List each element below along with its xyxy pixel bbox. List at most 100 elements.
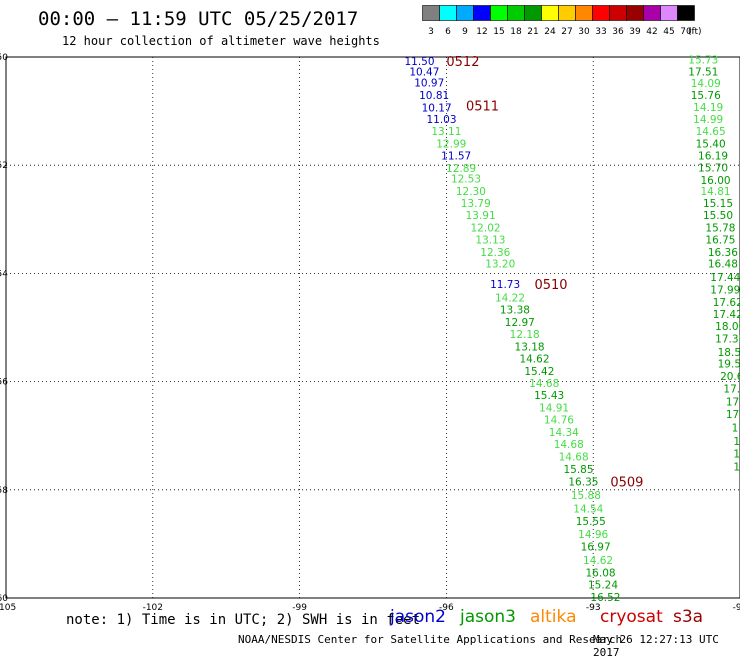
x-tick-label: -99: [292, 603, 307, 612]
track-a-swh-value: 14.68: [529, 378, 559, 390]
scale-tick-label: 24: [544, 27, 556, 37]
track-a-swh-value: 12.97: [505, 317, 535, 329]
x-tick-label: -90: [733, 603, 740, 612]
track-a-swh-value: 14.68: [554, 439, 584, 451]
track-b-swh-value: 19.54: [718, 359, 740, 371]
track-a-swh-value: 16.35: [568, 477, 598, 489]
color-scale-legend: 3 6 9 12 15 18 21 24 27 30 33 36 39 42 45 70(ft): [422, 5, 702, 37]
track-b-swh-value: 16.48: [708, 259, 738, 271]
track-a-swh-value: 15.24: [588, 579, 618, 591]
track-a-swh-value: 10.47: [409, 67, 439, 79]
track-b-swh-value: 16.00: [701, 175, 731, 187]
scale-tick-label: 27: [561, 27, 572, 37]
track-a-swh-value: 12.18: [510, 329, 540, 341]
y-tick-label: -50: [0, 53, 8, 63]
y-tick-label: -54: [0, 269, 8, 279]
track-b-swh-value: 14.65: [696, 126, 726, 138]
track-a-swh-value: 15.43: [534, 390, 564, 402]
scale-tick-label: 15: [493, 27, 504, 37]
x-tick-label: -96: [439, 603, 454, 612]
track-b-swh-value: 15.40: [696, 139, 726, 151]
time-label: 0510: [534, 278, 567, 293]
scale-tick-label: 33: [595, 27, 606, 37]
track-a-swh-value: 14.62: [519, 353, 549, 365]
track-b-swh-value: 15.70: [698, 162, 728, 174]
x-tick-label: -102: [143, 603, 163, 612]
y-tick-label: -60: [0, 594, 8, 604]
track-a-swh-value: 11.73: [490, 279, 520, 291]
track-b-swh-value: 17.99: [710, 285, 740, 297]
footer-credit: NOAA/NESDIS Center for Satellite Applica…: [238, 633, 623, 646]
track-b-swh-value: 15.50: [703, 210, 733, 222]
wave-height-plot: -105 -102 -99 -96 -93 -90 -50 -52 -54 -56 -58 -60 11…: [0, 53, 740, 612]
legend-cryosat: cryosat: [600, 607, 663, 627]
track-a-swh-value: 14.22: [495, 293, 525, 305]
track-a-swh-value: 16.97: [581, 542, 611, 554]
track-b-swh-value: 15.76: [691, 90, 721, 102]
scale-tick-label: 36: [612, 27, 624, 37]
scale-tick-label: 12: [476, 27, 487, 37]
track-a-swh-value: 12.99: [436, 139, 466, 151]
track-a-swh-value: 16.52: [590, 592, 620, 604]
scale-unit: (ft): [688, 27, 702, 37]
track-b-swh-value: 16: [733, 436, 740, 448]
track-b-swh-value: 15.15: [703, 198, 733, 210]
scale-tick-label: 30: [578, 27, 590, 37]
track-a-swh-value: 16.08: [586, 568, 616, 580]
track-b-swh-value: 19: [733, 462, 740, 474]
scale-swatch: [677, 5, 695, 21]
track-a-swh-value: 15.42: [524, 366, 554, 378]
y-tick-label: -56: [0, 378, 8, 388]
track-b-swh-value: 14.09: [691, 78, 721, 90]
time-label: 0511: [466, 100, 499, 115]
track-a-swh-value: 10.97: [414, 77, 444, 89]
track-a-swh-value: 12.30: [456, 186, 486, 198]
track-a-swh-value: 14.91: [539, 403, 569, 415]
scale-tick-label: 42: [646, 27, 657, 37]
track-a-swh-value: 12.53: [451, 174, 481, 186]
legend-jason3: jason3: [460, 607, 516, 627]
track-b-swh-value: 15.78: [705, 222, 735, 234]
track-a-swh-value: 13.38: [500, 305, 530, 317]
track-a-swh-value: 13.18: [515, 341, 545, 353]
track-b-swh-value: 20.63: [720, 371, 740, 383]
note-text: note: 1) Time is in UTC; 2) SWH is in fe…: [66, 612, 421, 628]
track-b-swh-value: 17.: [732, 423, 740, 435]
track-b-swh-value: 17.42: [713, 309, 740, 321]
track-a-swh-value: 11.50: [404, 56, 434, 68]
scale-tick-label: 45: [663, 27, 674, 37]
footer-timestamp: May 26 12:27:13 UTC 2017: [593, 633, 719, 659]
track-a-swh-value: 14.76: [544, 414, 574, 426]
chart-title: 00:00 – 11:59 UTC 05/25/2017: [38, 8, 359, 30]
y-tick-label: -52: [0, 161, 8, 171]
scale-tick-label: 9: [462, 27, 468, 37]
chart-subtitle: 12 hour collection of altimeter wave hei…: [62, 34, 380, 48]
scale-tick-label: 6: [445, 27, 451, 37]
track-a-swh-value: 10.17: [422, 102, 452, 114]
plot-frame: [5, 56, 740, 599]
track-a-swh-value: 13.79: [461, 198, 491, 210]
track-b-swh-value: 18.58: [718, 347, 740, 359]
legend-s3a: s3a: [673, 607, 704, 627]
track-a-swh-value: 12.02: [471, 222, 501, 234]
track-b-swh-value: 16.36: [708, 247, 738, 259]
scale-tick-label: 3: [428, 27, 434, 37]
track-b-swh-value: 17: [733, 449, 740, 461]
scale-tick-label: 70: [680, 27, 692, 37]
track-a-swh-value: 13.20: [485, 259, 515, 271]
track-b-swh-value: 14.81: [701, 186, 731, 198]
track-a-swh-value: 11.57: [441, 150, 471, 162]
legend-altika: altika: [530, 607, 577, 627]
track-b-swh-value: 17.0: [726, 409, 740, 421]
track-a-swh-value: 11.03: [426, 114, 456, 126]
track-b-swh-value: 14.99: [693, 114, 723, 126]
track-a-swh-value: 14.34: [549, 427, 579, 439]
y-tick-label: -58: [0, 486, 8, 496]
track-a-swh-value: 13.91: [466, 210, 496, 222]
time-label: 0509: [610, 476, 643, 491]
legend-jason2: jason2: [390, 607, 446, 627]
track-b-swh-value: 17.44: [710, 272, 740, 284]
track-b-swh-value: 17.38: [715, 333, 740, 345]
scale-tick-label: 39: [629, 27, 641, 37]
track-a-swh-value: 13.13: [475, 234, 505, 246]
